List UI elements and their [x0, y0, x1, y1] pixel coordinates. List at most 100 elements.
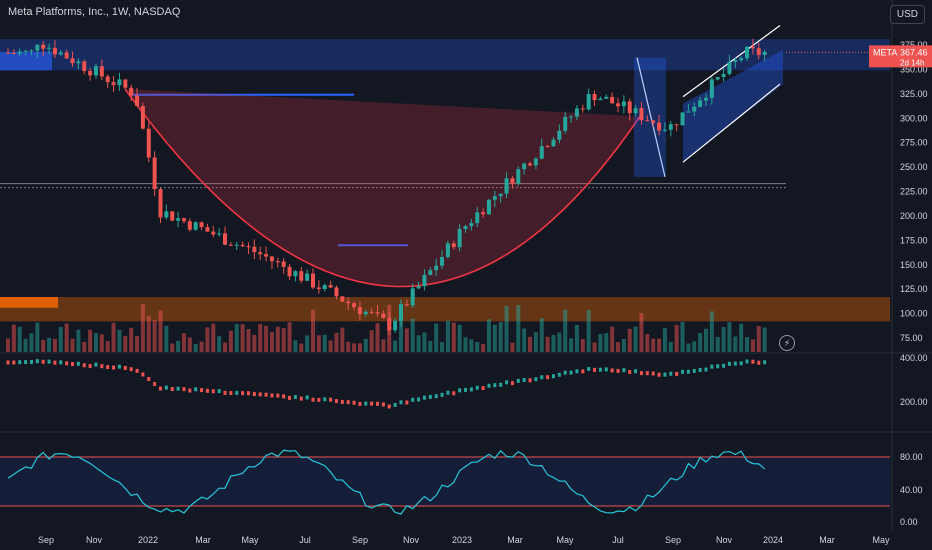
- pane2-marker: [686, 369, 690, 374]
- pane2-marker: [65, 361, 69, 366]
- candle-body: [123, 79, 128, 88]
- candle-body: [129, 87, 134, 96]
- pane2-marker: [733, 361, 737, 366]
- candle-body: [756, 48, 761, 55]
- volume-bar: [539, 318, 544, 352]
- pane2-marker: [387, 404, 391, 409]
- candle-body: [715, 77, 720, 80]
- pane2-marker: [106, 365, 110, 370]
- candle-body: [311, 273, 315, 288]
- candle-body: [340, 296, 345, 302]
- volume-bar: [410, 318, 415, 352]
- volume-bar: [316, 335, 321, 352]
- volume-bar: [434, 323, 439, 352]
- pane2-marker: [587, 366, 591, 371]
- annotations-layer: [0, 24, 890, 322]
- volume-bar: [117, 329, 122, 352]
- volume-bar: [569, 338, 574, 352]
- pane2-marker: [364, 401, 368, 406]
- flag-pole-line: [636, 57, 666, 177]
- candle-body: [264, 254, 269, 257]
- candle-body: [170, 211, 175, 221]
- y-tick-label: 200.00: [900, 211, 928, 221]
- y-tick-label: 175.00: [900, 235, 928, 245]
- volume-bar: [111, 322, 116, 352]
- volume-bar: [416, 335, 421, 352]
- volume-bar: [756, 326, 761, 352]
- volume-bar: [363, 338, 368, 352]
- x-tick-label: Mar: [819, 535, 835, 545]
- volume-bar: [522, 328, 527, 352]
- candle-body: [762, 51, 767, 55]
- volume-bar: [352, 343, 357, 352]
- candle-body: [35, 44, 40, 51]
- pane2-marker: [88, 363, 92, 368]
- pane3-y-tick: 80.00: [900, 452, 923, 462]
- candle-body: [281, 261, 286, 267]
- volume-bar: [223, 342, 228, 352]
- x-tick-label: Mar: [195, 535, 211, 545]
- pane2-marker: [282, 394, 286, 399]
- candle-body: [105, 76, 110, 83]
- volume-bar: [76, 329, 81, 352]
- pane2-marker: [575, 369, 579, 374]
- pane2-marker: [376, 401, 380, 406]
- volume-bar: [158, 310, 163, 352]
- currency-button[interactable]: USD: [889, 5, 925, 24]
- candle-body: [698, 100, 703, 107]
- x-tick-label: May: [241, 535, 259, 545]
- candle-body: [258, 252, 263, 255]
- pane2-marker: [311, 397, 315, 402]
- volume-bar: [398, 310, 403, 352]
- pane2-marker: [551, 374, 555, 379]
- volume-bar: [176, 340, 181, 352]
- candle-body: [140, 106, 145, 129]
- pane2-marker: [604, 367, 608, 372]
- candle-body: [199, 222, 204, 228]
- resistance-zone-marker: [0, 51, 52, 71]
- candle-body: [346, 301, 351, 304]
- candle-body: [164, 211, 169, 218]
- volume-bar: [616, 342, 620, 352]
- candle-body: [457, 229, 462, 248]
- volume-bar: [41, 339, 46, 352]
- pane2-marker: [53, 360, 57, 365]
- pane2-y-tick: 200.00: [900, 397, 928, 407]
- pane2-marker: [428, 394, 432, 399]
- pane2-marker: [681, 369, 685, 374]
- volume-bar: [657, 338, 662, 352]
- lightning-icon[interactable]: ⚡: [779, 335, 795, 351]
- resistance-zone: [0, 39, 890, 71]
- volume-bar: [510, 342, 515, 352]
- pane2-marker: [610, 368, 614, 373]
- candle-body: [733, 60, 738, 62]
- volume-bar: [82, 342, 87, 352]
- volume-bar: [29, 333, 34, 352]
- candle-body: [293, 271, 298, 277]
- candle-body: [574, 108, 579, 117]
- volume-bar: [668, 341, 673, 352]
- volume-bar: [217, 336, 222, 352]
- pane2-marker: [258, 392, 262, 397]
- candle-body: [422, 274, 427, 287]
- pane2-marker: [317, 397, 321, 402]
- pane2-marker: [223, 390, 227, 395]
- price-tag-bg: [869, 45, 932, 68]
- candle-body: [745, 46, 750, 59]
- candle-body: [58, 52, 63, 55]
- volume-bar: [621, 338, 626, 352]
- candle-body: [228, 244, 233, 246]
- pane2-marker: [469, 387, 473, 392]
- pane2-marker: [288, 395, 292, 400]
- volume-bar: [275, 326, 280, 352]
- pane2-marker: [675, 371, 679, 376]
- candle-body: [181, 218, 186, 222]
- volume-bar: [99, 334, 104, 352]
- pane2-marker: [628, 369, 632, 374]
- pane2-layer: 400.00 200.00: [6, 353, 928, 409]
- pane2-marker: [763, 360, 767, 365]
- volume-bar: [146, 315, 151, 352]
- pane2-marker: [622, 368, 626, 373]
- pane2-marker: [722, 363, 726, 368]
